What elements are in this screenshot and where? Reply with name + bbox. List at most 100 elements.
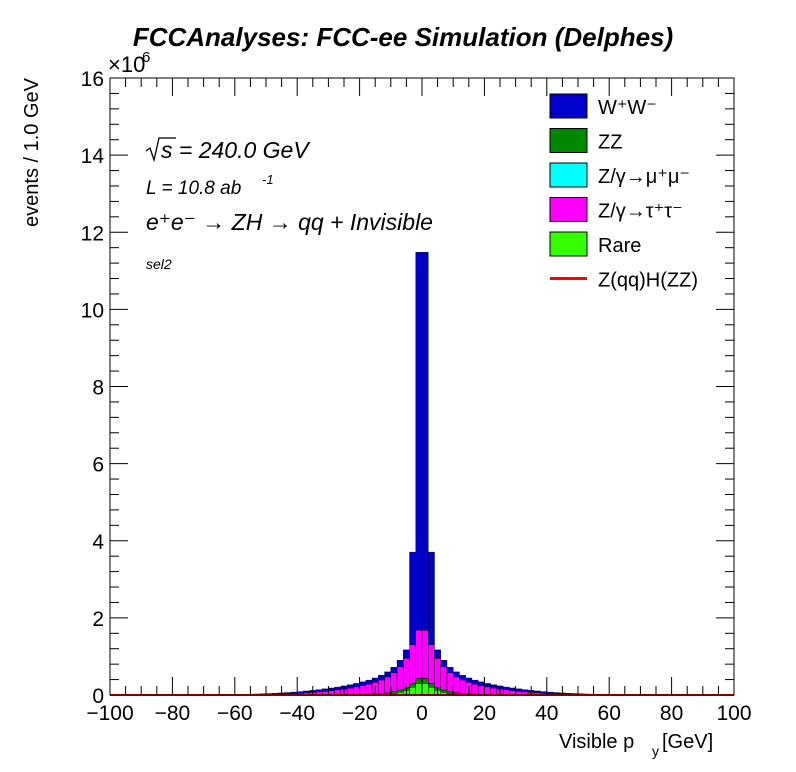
bar	[371, 677, 379, 683]
bar	[453, 692, 460, 695]
bar	[359, 685, 367, 695]
bar	[490, 684, 498, 689]
y-tick-label: 14	[81, 145, 105, 168]
bar	[502, 689, 510, 695]
bar	[459, 679, 466, 694]
bar	[490, 687, 498, 695]
bar	[521, 689, 529, 693]
legend-swatch	[549, 231, 588, 257]
bar	[434, 658, 441, 688]
legend-swatch	[549, 162, 588, 188]
bar	[409, 683, 416, 688]
legend-label: Z/γ→τ⁺τ⁻	[598, 201, 683, 223]
legend-swatch	[549, 128, 588, 153]
x-tick-label: 0	[416, 702, 428, 725]
bar	[390, 691, 398, 694]
svg-text:y: y	[652, 743, 659, 759]
bar	[284, 692, 292, 695]
bar	[384, 676, 391, 693]
bar	[515, 688, 523, 692]
axes: −100 −80 −60 −40 −20 0 20 40 60 80 100 0 2 4 6 8 10 12 14 1…	[81, 68, 752, 725]
bar	[546, 691, 554, 694]
bar	[446, 691, 454, 694]
annotation-process: e⁺e⁻ → ZH → qq + Invisible	[146, 209, 433, 235]
bar	[346, 684, 354, 689]
bar	[428, 683, 435, 688]
x-tick-label: −100	[86, 702, 133, 725]
bar	[415, 630, 423, 679]
svg-text:-1: -1	[262, 172, 274, 187]
bar	[421, 683, 429, 696]
bar	[428, 551, 435, 645]
svg-text:Visible p: Visible p	[559, 731, 634, 753]
x-tick-label: 20	[473, 702, 496, 725]
svg-text:L = 10.8 ab: L = 10.8 ab	[146, 178, 241, 199]
x-tick-label: −60	[217, 702, 253, 725]
annotation-luminosity: L = 10.8 ab -1	[146, 172, 274, 199]
chart-title: FCCAnalyses: FCC-ee Simulation (Delphes)	[133, 22, 673, 52]
bar	[378, 675, 385, 681]
bar	[359, 681, 367, 686]
y-axis-exponent: ×10 6	[108, 49, 150, 77]
svg-text:×10: ×10	[108, 52, 145, 77]
bar	[440, 660, 448, 668]
x-tick-label: 80	[660, 702, 683, 725]
y-tick-label: 6	[92, 454, 104, 477]
y-tick-label: 10	[81, 299, 104, 322]
bar	[502, 686, 510, 691]
bar	[384, 692, 391, 695]
bar	[552, 692, 560, 695]
y-tick-label: 0	[92, 685, 104, 708]
bar	[384, 671, 391, 678]
y-tick-label: 4	[92, 531, 104, 554]
bar	[534, 690, 541, 694]
bar	[403, 658, 410, 688]
bar	[328, 687, 335, 691]
svg-text:6: 6	[142, 49, 150, 66]
legend-label: Rare	[598, 235, 641, 257]
bar	[477, 685, 485, 695]
bar	[428, 687, 435, 696]
bar	[334, 689, 342, 695]
x-tick-label: 100	[716, 702, 751, 725]
bar	[353, 686, 360, 695]
y-tick-label: 12	[81, 222, 104, 245]
bar	[459, 675, 466, 681]
bar	[415, 683, 423, 696]
legend-swatch	[549, 197, 588, 222]
plot-frame	[109, 77, 735, 696]
bar	[390, 672, 398, 692]
bar	[471, 679, 479, 685]
legend-label: Z(qq)H(ZZ)	[598, 270, 698, 292]
x-tick-label: −80	[155, 702, 191, 725]
bar	[390, 667, 398, 674]
bar	[428, 644, 435, 684]
bar	[446, 667, 454, 674]
bar	[440, 689, 448, 693]
bar	[334, 686, 342, 691]
bar	[409, 644, 416, 684]
bar	[421, 252, 429, 631]
bar	[297, 691, 304, 694]
bar	[353, 683, 360, 688]
bar	[484, 686, 491, 695]
bar	[509, 687, 516, 691]
bar	[365, 683, 373, 695]
bar	[303, 690, 310, 694]
bar	[378, 679, 385, 694]
bar	[440, 666, 448, 691]
annotation-sqrt-s: s = 240.0 GeV	[145, 137, 311, 163]
bar	[346, 687, 354, 695]
bar	[365, 679, 373, 685]
legend-label: W⁺W⁻	[598, 97, 657, 119]
y-axis-label: events / 1.0 GeV	[21, 77, 43, 227]
bar	[321, 688, 329, 692]
bar	[396, 689, 404, 693]
bar	[415, 252, 423, 631]
bar	[415, 678, 423, 684]
bar	[396, 660, 404, 668]
bar	[315, 689, 323, 693]
bar	[446, 672, 454, 692]
bar	[403, 649, 410, 659]
